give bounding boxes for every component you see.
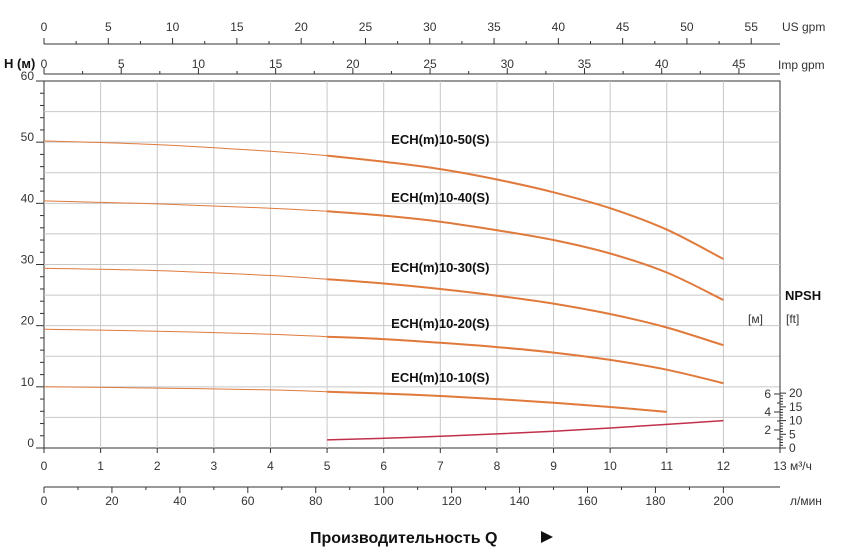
npsh-ft-tick-label: 20 [789, 386, 803, 400]
l-min-tick-label: 180 [645, 494, 665, 508]
y-tick-label: 10 [21, 375, 35, 389]
npsh-m-unit-label: [м] [748, 312, 763, 326]
l-min-tick-label: 100 [374, 494, 394, 508]
x-axis-title: Производительность Q [310, 530, 497, 547]
curves [43, 140, 724, 441]
series-label: ECH(m)10-30(S) [391, 260, 489, 275]
imp-gpm-tick-label: 20 [346, 57, 360, 71]
npsh-curve [327, 419, 724, 441]
y-tick-label: 0 [27, 436, 34, 450]
us-gpm-tick-label: 15 [230, 20, 244, 34]
y-axis-title: H (м) [4, 56, 35, 71]
npsh-m-tick-label: 2 [764, 423, 771, 437]
x-unit-label: м³/ч [790, 459, 812, 473]
us-gpm-tick-label: 35 [487, 20, 501, 34]
l-min-tick-label: 200 [713, 494, 733, 508]
us-gpm-tick-label: 20 [294, 20, 308, 34]
npsh-ft-unit-label: [ft] [786, 312, 799, 326]
npsh-ft-tick-label: 15 [789, 400, 803, 414]
y-tick-label: 20 [21, 314, 35, 328]
head-curve-thin [43, 140, 328, 157]
x-tick-label: 8 [494, 459, 501, 473]
imp-gpm-tick-label: 5 [118, 57, 125, 71]
l-min-tick-label: 160 [577, 494, 597, 508]
head-curve [327, 390, 667, 413]
x-tick-label: 2 [154, 459, 161, 473]
us-gpm-unit-label: US gpm [782, 20, 825, 34]
x-axis-arrow-icon [541, 531, 553, 543]
us-gpm-tick-label: 55 [745, 20, 759, 34]
x-tick-label: 13 [773, 459, 787, 473]
y-tick-label: 50 [21, 130, 35, 144]
us-gpm-tick-label: 40 [552, 20, 566, 34]
l-min-tick-label: 0 [41, 494, 48, 508]
us-gpm-tick-label: 0 [41, 20, 48, 34]
head-curve-thin [43, 386, 328, 393]
imp-gpm-tick-label: 30 [501, 57, 515, 71]
imp-gpm-tick-label: 0 [41, 57, 48, 71]
x-tick-label: 1 [97, 459, 104, 473]
npsh-ft-tick-label: 0 [789, 441, 796, 455]
head-curve-thin [43, 200, 328, 212]
npsh-ft-tick-label: 5 [789, 427, 796, 441]
head-curve [327, 335, 724, 385]
us-gpm-tick-label: 5 [105, 20, 112, 34]
grid [43, 80, 781, 449]
us-gpm-tick-label: 25 [359, 20, 373, 34]
head-curve [327, 210, 724, 301]
npsh-axis-title: NPSH [785, 288, 821, 303]
series-label: ECH(m)10-40(S) [391, 190, 489, 205]
x-tick-label: 3 [211, 459, 218, 473]
us-gpm-tick-label: 50 [680, 20, 694, 34]
y-tick-label: 60 [21, 69, 35, 83]
l-min-tick-label: 140 [510, 494, 530, 508]
y-tick-label: 30 [21, 253, 35, 267]
us-gpm-tick-label: 30 [423, 20, 437, 34]
labels: ECH(m)10-50(S) ECH(m)10-40(S) ECH(m)10-30(… [391, 132, 489, 385]
us-gpm-tick-label: 10 [166, 20, 180, 34]
x-tick-label: 6 [380, 459, 387, 473]
x-tick-label: 9 [550, 459, 557, 473]
head-curve [327, 278, 724, 347]
head-curve-thin [43, 328, 328, 338]
head-curve [326, 154, 724, 260]
imp-gpm-tick-label: 35 [578, 57, 592, 71]
imp-gpm-unit-label: Imp gpm [778, 58, 825, 72]
x-tick-label: 0 [41, 459, 48, 473]
x-tick-label: 5 [324, 459, 331, 473]
x-tick-label: 10 [603, 459, 617, 473]
l-min-tick-label: 120 [442, 494, 462, 508]
x-tick-label: 11 [661, 459, 674, 473]
imp-gpm-tick-label: 10 [192, 57, 206, 71]
imp-gpm-tick-label: 40 [655, 57, 669, 71]
series-label: ECH(m)10-20(S) [391, 316, 489, 331]
y-tick-label: 40 [21, 191, 35, 205]
npsh-ft-tick-label: 10 [789, 414, 803, 428]
l-min-tick-label: 80 [309, 494, 323, 508]
x-tick-label: 12 [717, 459, 731, 473]
x-tick-label: 7 [437, 459, 444, 473]
x-tick-label: 4 [267, 459, 274, 473]
l-min-tick-label: 60 [241, 494, 255, 508]
l-min-tick-label: 20 [105, 494, 119, 508]
series-label: ECH(m)10-50(S) [391, 132, 489, 147]
npsh-m-tick-label: 4 [764, 405, 771, 419]
imp-gpm-tick-label: 45 [732, 57, 746, 71]
imp-gpm-tick-label: 25 [423, 57, 437, 71]
imp-gpm-tick-label: 15 [269, 57, 283, 71]
head-curve-thin [43, 267, 328, 280]
npsh-m-tick-label: 6 [764, 387, 771, 401]
l-min-tick-label: 40 [173, 494, 187, 508]
us-gpm-tick-label: 45 [616, 20, 630, 34]
l-min-unit-label: л/мин [790, 494, 822, 508]
series-label: ECH(m)10-10(S) [391, 370, 489, 385]
